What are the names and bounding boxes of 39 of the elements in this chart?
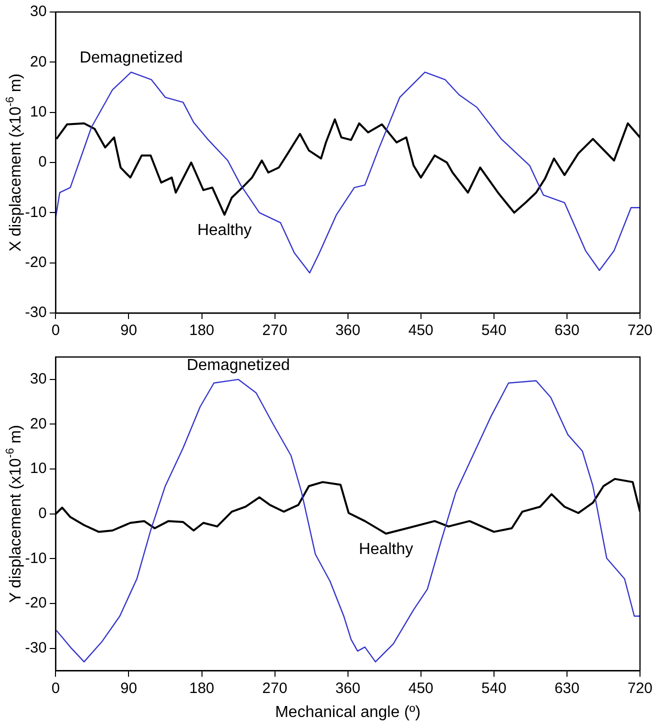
series-label: Healthy	[197, 222, 252, 240]
x-tick-label: 90	[120, 322, 138, 340]
y-tick-label: 20	[30, 53, 47, 70]
y-tick-label: 10	[30, 460, 47, 478]
x-tick-label: 720	[627, 322, 653, 340]
y-tick-label: -30	[24, 640, 47, 657]
series-label: Demagnetized	[80, 50, 183, 67]
series-label: Demagnetized	[186, 356, 290, 374]
x-tick-label: 360	[335, 322, 360, 340]
y-axis-title: X displacement (x10-6 m)	[4, 73, 24, 252]
y-tick-label: 30	[30, 370, 47, 388]
x-tick-label: 630	[554, 322, 580, 340]
x-tick-label: 0	[52, 680, 60, 697]
y-tick-label: -20	[24, 594, 47, 612]
x-tick-label: 180	[189, 322, 214, 340]
y-tick-label: -20	[24, 254, 47, 271]
x-tick-label: 360	[335, 680, 360, 697]
y-tick-label: -10	[24, 550, 47, 567]
x-tick-label: 450	[408, 680, 434, 697]
y-tick-label: 10	[30, 103, 47, 120]
y-tick-label: 0	[38, 505, 47, 522]
x-axis-title: Mechanical angle (º)	[275, 704, 421, 721]
y-tick-label: 30	[30, 3, 47, 20]
x-tick-label: 90	[120, 680, 138, 697]
x-tick-label: 270	[262, 680, 288, 697]
x-tick-label: 0	[52, 322, 60, 340]
x-tick-label: 180	[189, 680, 214, 697]
y-tick-label: 20	[30, 415, 47, 432]
x-tick-label: 540	[481, 680, 506, 697]
x-tick-label: 720	[627, 680, 653, 697]
x-tick-label: 270	[262, 322, 288, 340]
y-axis-title: Y displacement (x10-6 m)	[4, 424, 24, 603]
series-label: Healthy	[358, 541, 414, 558]
y-tick-label: 0	[38, 154, 47, 171]
y-tick-label: -10	[24, 204, 47, 221]
y-tick-label: -30	[24, 304, 47, 322]
x-tick-label: 450	[408, 322, 434, 340]
x-tick-label: 630	[554, 680, 580, 697]
x-tick-label: 540	[481, 322, 506, 340]
